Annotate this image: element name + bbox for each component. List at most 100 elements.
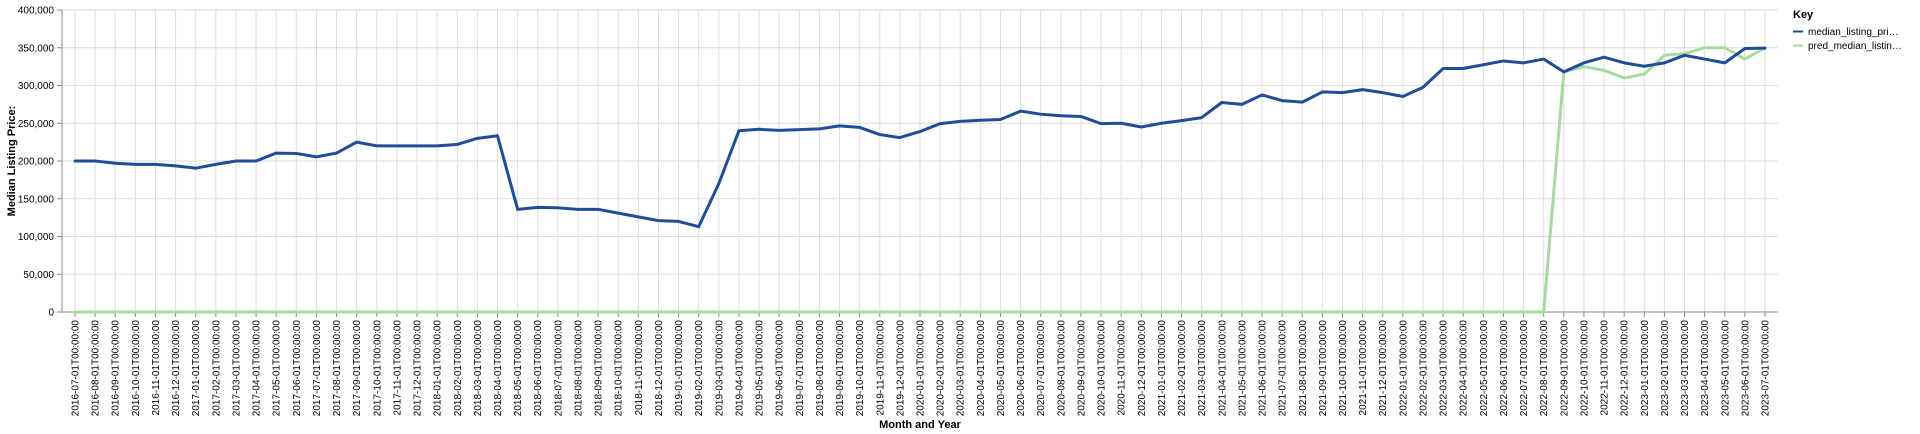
x-tick-label: 2019-05-01T00:00:00 <box>755 320 766 417</box>
x-tick-label: 2018-04-01T00:00:00 <box>493 320 504 417</box>
legend-label: median_listing_pri… <box>1808 27 1899 38</box>
x-tick-label: 2020-12-01T00:00:00 <box>1137 320 1148 417</box>
y-tick-label: 300,000 <box>18 81 55 92</box>
y-tick-label: 350,000 <box>18 43 55 54</box>
x-tick-label: 2021-03-01T00:00:00 <box>1197 320 1208 417</box>
x-tick-label: 2023-01-01T00:00:00 <box>1640 320 1651 417</box>
x-tick-label: 2022-04-01T00:00:00 <box>1459 320 1470 417</box>
series-line-0 <box>73 46 1767 229</box>
x-tick-label: 2018-09-01T00:00:00 <box>594 320 605 417</box>
x-axis-title: Month and Year <box>879 419 961 431</box>
x-tick-label: 2017-04-01T00:00:00 <box>252 320 263 417</box>
series-lines <box>73 46 1767 314</box>
x-tick-label: 2017-01-01T00:00:00 <box>191 320 202 417</box>
x-tick-label: 2019-11-01T00:00:00 <box>875 320 886 416</box>
x-tick-label: 2021-08-01T00:00:00 <box>1298 320 1309 417</box>
legend: Key median_listing_pri… pred_median_listi… <box>1793 9 1902 52</box>
x-tick-label: 2016-10-01T00:00:00 <box>131 320 142 417</box>
x-tick-label: 2019-07-01T00:00:00 <box>795 320 806 417</box>
x-tick-label: 2019-04-01T00:00:00 <box>734 320 745 417</box>
x-tick-label: 2018-03-01T00:00:00 <box>473 320 484 417</box>
series-line-1 <box>73 46 1767 314</box>
x-tick-label: 2020-10-01T00:00:00 <box>1097 320 1108 417</box>
x-tick-label: 2022-05-01T00:00:00 <box>1479 320 1490 417</box>
x-tick-label: 2022-09-01T00:00:00 <box>1559 320 1570 417</box>
x-tick-label: 2022-03-01T00:00:00 <box>1439 320 1450 417</box>
x-tick-label: 2020-06-01T00:00:00 <box>1016 320 1027 417</box>
y-axis-title: Median Listing Price: <box>6 106 18 217</box>
y-tick-label: 150,000 <box>18 194 55 205</box>
x-tick-label: 2020-08-01T00:00:00 <box>1056 320 1067 417</box>
x-tick-label: 2022-07-01T00:00:00 <box>1519 320 1530 417</box>
x-tick-label: 2019-10-01T00:00:00 <box>855 320 866 417</box>
x-tick-label: 2017-11-01T00:00:00 <box>392 320 403 416</box>
x-tick-label: 2022-12-01T00:00:00 <box>1620 320 1631 417</box>
x-tick-label: 2017-06-01T00:00:00 <box>292 320 303 417</box>
x-tick-label: 2021-01-01T00:00:00 <box>1157 320 1168 417</box>
x-tick-label: 2020-01-01T00:00:00 <box>916 320 927 417</box>
x-tick-label: 2017-02-01T00:00:00 <box>211 320 222 417</box>
y-tick-label: 0 <box>48 308 54 319</box>
y-tick-label: 400,000 <box>18 6 55 17</box>
legend-entries: median_listing_pri… pred_median_listin… <box>1793 27 1902 52</box>
x-tick-label: 2023-04-01T00:00:00 <box>1700 320 1711 417</box>
x-tick-label: 2018-07-01T00:00:00 <box>553 320 564 417</box>
x-tick-label: 2021-04-01T00:00:00 <box>1217 320 1228 417</box>
x-tick-label: 2017-03-01T00:00:00 <box>231 320 242 417</box>
y-tick-label: 200,000 <box>18 157 55 168</box>
x-tick-label: 2023-05-01T00:00:00 <box>1720 320 1731 417</box>
x-tick-label: 2023-06-01T00:00:00 <box>1740 320 1751 417</box>
x-tick-label: 2017-09-01T00:00:00 <box>352 320 363 417</box>
x-tick-label: 2019-12-01T00:00:00 <box>895 320 906 417</box>
x-tick-label: 2020-04-01T00:00:00 <box>976 320 987 417</box>
y-axis-ticks: 0 50,000 100,000 150,000 200,000 250,000 300,0… <box>18 6 62 319</box>
x-tick-label: 2023-07-01T00:00:00 <box>1761 320 1772 417</box>
y-tick-label: 100,000 <box>18 232 55 243</box>
x-tick-label: 2016-07-01T00:00:00 <box>71 320 82 417</box>
x-tick-label: 2020-07-01T00:00:00 <box>1036 320 1047 417</box>
x-tick-label: 2020-03-01T00:00:00 <box>956 320 967 417</box>
x-tick-label: 2018-01-01T00:00:00 <box>433 320 444 417</box>
x-tick-label: 2022-10-01T00:00:00 <box>1579 320 1590 417</box>
x-tick-label: 2021-02-01T00:00:00 <box>1177 320 1188 417</box>
x-tick-label: 2019-03-01T00:00:00 <box>714 320 725 417</box>
x-tick-label: 2017-05-01T00:00:00 <box>272 320 283 417</box>
grid-lines <box>62 9 1778 313</box>
x-tick-label: 2022-01-01T00:00:00 <box>1398 320 1409 417</box>
x-tick-label: 2016-08-01T00:00:00 <box>91 320 102 417</box>
x-tick-label: 2017-10-01T00:00:00 <box>372 320 383 417</box>
x-tick-label: 2020-11-01T00:00:00 <box>1117 320 1128 416</box>
x-tick-label: 2019-08-01T00:00:00 <box>815 320 826 417</box>
x-tick-label: 2016-09-01T00:00:00 <box>111 320 122 417</box>
x-tick-label: 2021-10-01T00:00:00 <box>1338 320 1349 417</box>
x-axis-ticks: 2016-07-01T00:00:00 2016-08-01T00:00:00 20… <box>71 312 1772 416</box>
x-tick-label: 2021-06-01T00:00:00 <box>1258 320 1269 417</box>
x-tick-label: 2016-12-01T00:00:00 <box>171 320 182 417</box>
x-tick-label: 2020-05-01T00:00:00 <box>996 320 1007 417</box>
x-tick-label: 2020-02-01T00:00:00 <box>936 320 947 417</box>
x-tick-label: 2023-03-01T00:00:00 <box>1680 320 1691 417</box>
x-tick-label: 2021-05-01T00:00:00 <box>1237 320 1248 417</box>
x-tick-label: 2022-02-01T00:00:00 <box>1418 320 1429 417</box>
x-tick-label: 2022-11-01T00:00:00 <box>1600 320 1611 416</box>
x-tick-label: 2021-09-01T00:00:00 <box>1318 320 1329 417</box>
x-tick-label: 2018-11-01T00:00:00 <box>634 320 645 416</box>
x-tick-label: 2018-10-01T00:00:00 <box>614 320 625 417</box>
x-tick-label: 2018-08-01T00:00:00 <box>573 320 584 417</box>
x-tick-label: 2016-11-01T00:00:00 <box>151 320 162 416</box>
x-tick-label: 2018-12-01T00:00:00 <box>654 320 665 417</box>
x-tick-label: 2022-06-01T00:00:00 <box>1499 320 1510 417</box>
x-tick-label: 2021-11-01T00:00:00 <box>1358 320 1369 416</box>
x-tick-label: 2023-02-01T00:00:00 <box>1660 320 1671 417</box>
y-tick-label: 250,000 <box>18 119 55 130</box>
x-tick-label: 2018-02-01T00:00:00 <box>453 320 464 417</box>
x-tick-label: 2017-08-01T00:00:00 <box>332 320 343 417</box>
x-tick-label: 2018-05-01T00:00:00 <box>513 320 524 417</box>
x-tick-label: 2019-02-01T00:00:00 <box>694 320 705 417</box>
x-tick-label: 2018-06-01T00:00:00 <box>533 320 544 417</box>
x-tick-label: 2022-08-01T00:00:00 <box>1539 320 1550 417</box>
y-tick-label: 50,000 <box>23 270 54 281</box>
x-tick-label: 2017-12-01T00:00:00 <box>413 320 424 417</box>
x-tick-label: 2021-12-01T00:00:00 <box>1378 320 1389 417</box>
